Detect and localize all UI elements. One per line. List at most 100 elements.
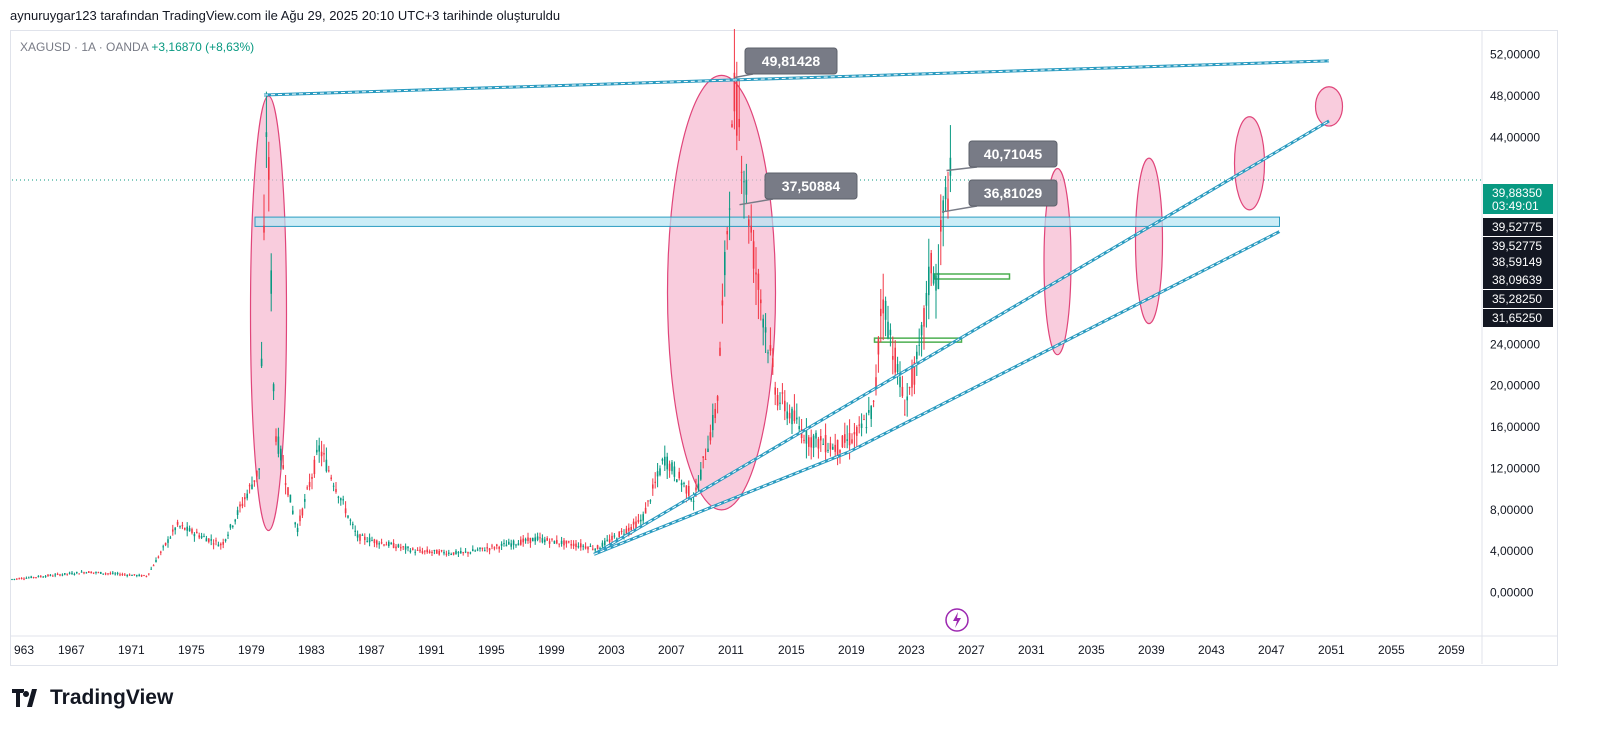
candle-body xyxy=(90,571,92,574)
candle-body xyxy=(222,542,224,545)
candle-body xyxy=(630,527,632,531)
candle-body xyxy=(378,543,380,545)
lightning-icon-ring xyxy=(945,608,969,632)
candle-body xyxy=(61,574,64,576)
symbol-change: +3,16870 (+8,63%) xyxy=(151,40,255,54)
candle-body xyxy=(911,367,913,388)
candle-body xyxy=(121,574,124,576)
candle-body xyxy=(445,553,448,555)
candle-body xyxy=(220,543,222,546)
candle-body xyxy=(577,545,580,548)
candle-body xyxy=(421,551,424,554)
candle-body xyxy=(512,540,515,546)
candle-body xyxy=(83,572,85,574)
candle-body xyxy=(716,396,719,401)
highlight-ellipse xyxy=(1233,116,1266,211)
candle-body xyxy=(172,529,174,532)
candle-body xyxy=(704,458,707,460)
callout-pointer xyxy=(734,73,754,79)
price-label-bg xyxy=(1483,184,1553,214)
candle-body xyxy=(728,208,731,210)
candle-body xyxy=(56,573,59,575)
candle-body xyxy=(140,575,143,577)
highlight-ellipse xyxy=(1043,167,1072,356)
candle-body xyxy=(376,540,378,545)
candle-body xyxy=(436,549,438,554)
candle-body xyxy=(32,576,35,578)
candle-body xyxy=(594,548,596,551)
candle-body xyxy=(397,544,400,548)
candle-body xyxy=(208,538,210,542)
candle-body xyxy=(13,578,16,580)
candle-body xyxy=(654,481,656,483)
candle-body xyxy=(479,547,481,550)
tradingview-logo[interactable]: TradingView xyxy=(12,686,173,710)
candle-body xyxy=(404,546,407,550)
price-label: 39,52775 xyxy=(1483,218,1553,236)
candle-body xyxy=(882,299,884,314)
candle-body xyxy=(904,414,906,416)
candle-body xyxy=(836,439,839,455)
candle-body xyxy=(839,450,841,453)
y-tick-label: 52,00000 xyxy=(1490,48,1540,62)
candle-body xyxy=(493,547,496,549)
y-tick-label: 8,00000 xyxy=(1490,503,1534,517)
candle-body xyxy=(508,541,510,545)
candle-body xyxy=(323,453,325,455)
y-tick-label: 12,00000 xyxy=(1490,461,1540,475)
candle-body xyxy=(366,541,368,543)
candle-body xyxy=(544,539,546,543)
candle-body xyxy=(464,551,467,553)
candle-body xyxy=(796,417,798,420)
candle-body xyxy=(287,487,289,496)
candle-body xyxy=(832,446,834,450)
candle-body xyxy=(894,347,896,373)
candle-body xyxy=(400,547,402,549)
candle-body xyxy=(596,545,599,549)
candle-body xyxy=(788,412,791,419)
candle-body xyxy=(78,573,80,575)
callout-box xyxy=(968,140,1058,168)
candle-body xyxy=(812,435,815,448)
candle-body xyxy=(834,444,836,452)
candle-body xyxy=(486,547,488,549)
y-tick-label: 4,00000 xyxy=(1490,544,1534,558)
candle-body xyxy=(863,419,865,421)
base-trendline-inner xyxy=(593,451,850,555)
candles xyxy=(11,28,952,581)
x-tick-label: 2051 xyxy=(1318,643,1345,657)
green-box xyxy=(933,273,1011,280)
candle-body xyxy=(234,519,236,522)
candle-body xyxy=(265,132,268,137)
candle-body xyxy=(380,542,383,544)
candle-body xyxy=(37,575,40,578)
price-label-countdown: 03:49:01 xyxy=(1492,199,1539,213)
candle-body xyxy=(212,543,215,545)
candle-body xyxy=(169,537,172,539)
x-tick-label: 2007 xyxy=(658,643,685,657)
candle-body xyxy=(726,230,728,235)
x-tick-label: 1983 xyxy=(298,643,325,657)
candle-body xyxy=(119,574,121,576)
lightning-icon xyxy=(945,608,969,632)
candle-body xyxy=(342,499,344,501)
callout-pointer xyxy=(946,166,978,172)
x-tick-label: 2023 xyxy=(898,643,925,657)
highlight-ellipse xyxy=(1314,86,1344,127)
candle-body xyxy=(133,574,136,576)
price-label: 31,65250 xyxy=(1483,309,1553,327)
candle-body xyxy=(337,496,340,498)
candle-body xyxy=(810,437,812,448)
x-tick-label: 963 xyxy=(14,643,34,657)
support-zone xyxy=(254,216,1280,227)
candle-body xyxy=(474,550,476,552)
candle-body xyxy=(944,187,947,200)
candle-body xyxy=(294,522,296,525)
candle-body xyxy=(248,485,251,487)
y-tick-label: 20,00000 xyxy=(1490,379,1540,393)
candle-body xyxy=(791,408,793,425)
callout-pointer xyxy=(739,198,774,206)
candle-body xyxy=(524,538,527,541)
candle-body xyxy=(284,483,287,485)
